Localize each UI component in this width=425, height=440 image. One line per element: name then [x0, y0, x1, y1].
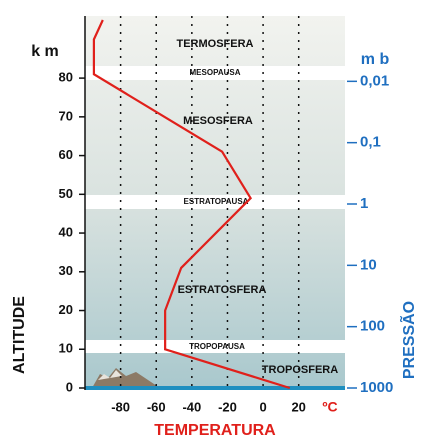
y2-tick-label: 10	[360, 256, 377, 273]
region-label: ESTRATOSFERA	[178, 284, 267, 296]
x-tick-label: -40	[182, 399, 201, 414]
y2-tick-label: 0,01	[360, 72, 389, 89]
region-label: TROPOSFERA	[262, 364, 338, 376]
x-tick-label: -60	[147, 399, 166, 414]
y-tick-label: 30	[59, 263, 73, 278]
y2-tick-label: 100	[360, 318, 385, 335]
y2-unit: m b	[361, 51, 390, 68]
water	[85, 386, 345, 390]
y-unit: k m	[31, 43, 59, 60]
x-tick-label: 20	[291, 399, 305, 414]
y-tick-label: 80	[59, 70, 73, 85]
y-tick-label: 20	[59, 302, 73, 317]
y-tick-label: 0	[66, 379, 73, 394]
region-label: TERMOSFERA	[177, 38, 254, 50]
y-tick-label: 10	[59, 341, 73, 356]
region-label: MESOPAUSA	[190, 68, 241, 77]
y2-tick-label: 1	[360, 195, 368, 212]
y2-label: PRESSÃO	[398, 301, 418, 379]
y-tick-label: 40	[59, 224, 73, 239]
x-tick-label: 0	[259, 399, 266, 414]
y-tick-label: 60	[59, 147, 73, 162]
x-unit: ºC	[322, 399, 337, 415]
y2-tick-label: 1000	[360, 379, 393, 396]
x-label: TEMPERATURA	[154, 422, 276, 439]
y-tick-label: 70	[59, 108, 73, 123]
x-tick-label: -80	[111, 399, 130, 414]
region-label: TROPOPAUSA	[189, 342, 245, 351]
y-label: ALTITUDE	[11, 296, 28, 374]
y2-tick-label: 0,1	[360, 134, 381, 151]
x-tick-label: -20	[218, 399, 237, 414]
region-label: ESTRATOPAUSA	[184, 197, 249, 206]
chart: TERMOSFERA MESOPAUSA MESOSFERA ESTRATOPA…	[0, 0, 425, 440]
region-label: MESOSFERA	[183, 115, 253, 127]
y-tick-label: 50	[59, 186, 73, 201]
